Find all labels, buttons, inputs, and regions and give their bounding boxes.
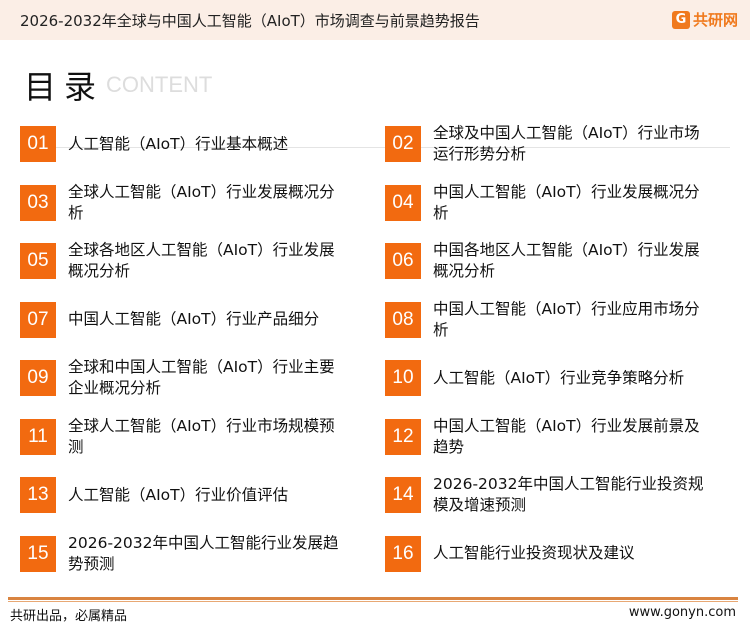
toc-item[interactable]: 15 2026-2032年中国人工智能行业发展趋势预测: [20, 534, 350, 574]
toc-item-number: 14: [385, 477, 421, 513]
toc-item-label: 全球和中国人工智能（AIoT）行业主要企业概况分析: [68, 358, 335, 397]
footer-line: [8, 597, 738, 600]
toc-item-label: 全球人工智能（AIoT）行业发展概况分析: [68, 182, 335, 222]
divider: [20, 147, 730, 148]
toc-item-number: 08: [385, 301, 421, 338]
toc-item-label: 中国人工智能（AIoT）行业产品细分: [68, 310, 320, 328]
toc-item-number: 10: [385, 360, 421, 396]
toc-item-label: 全球人工智能（AIoT）行业市场规模预测: [68, 416, 335, 456]
logo: G 共研网: [671, 9, 738, 30]
toc-item-number: 01: [20, 126, 56, 162]
header-bar: 2026-2032年全球与中国人工智能（AIoT）市场调查与前景趋势报告 G 共…: [0, 0, 750, 40]
toc-item[interactable]: 02 全球及中国人工智能（AIoT）行业市场运行形势分析: [385, 124, 715, 164]
footer-slogan: 共研出品，必属精品: [10, 609, 128, 624]
toc-item-label: 中国人工智能（AIoT）行业发展前景及趋势: [433, 416, 700, 456]
toc-item[interactable]: 13 人工智能（AIoT）行业价值评估: [20, 475, 350, 515]
toc-item-label: 中国人工智能（AIoT）行业应用市场分析: [433, 299, 700, 339]
toc-item-label: 中国人工智能（AIoT）行业发展概况分析: [433, 182, 700, 222]
toc-subtitle: CONTENT: [106, 72, 213, 97]
logo-text: 共研网: [692, 11, 738, 29]
toc-item[interactable]: 08 中国人工智能（AIoT）行业应用市场分析: [385, 300, 715, 340]
toc-item[interactable]: 14 2026-2032年中国人工智能行业投资规模及增速预测: [385, 475, 715, 515]
toc-item[interactable]: 12 中国人工智能（AIoT）行业发展前景及趋势: [385, 417, 715, 457]
toc-item-number: 15: [20, 535, 56, 572]
footer-url[interactable]: www.gonyn.com: [628, 605, 736, 620]
toc-item-number: 04: [385, 184, 421, 221]
footer-line-thin: [8, 601, 738, 602]
toc-item-label: 全球及中国人工智能（AIoT）行业市场运行形势分析: [433, 124, 700, 163]
toc-item[interactable]: 06 中国各地区人工智能（AIoT）行业发展概况分析: [385, 241, 715, 281]
toc-item-number: 09: [20, 360, 56, 396]
toc-item-number: 13: [20, 477, 56, 513]
logo-icon: G: [671, 10, 690, 29]
toc-item-number: 02: [385, 126, 421, 162]
toc-item-label: 2026-2032年中国人工智能行业投资规模及增速预测: [433, 475, 704, 514]
report-title: 2026-2032年全球与中国人工智能（AIoT）市场调查与前景趋势报告: [20, 12, 480, 30]
toc-item-label: 人工智能（AIoT）行业基本概述: [68, 134, 289, 153]
toc-item-number: 12: [385, 418, 421, 455]
toc-item[interactable]: 01 人工智能（AIoT）行业基本概述: [20, 124, 350, 164]
toc-item-label: 2026-2032年中国人工智能行业发展趋势预测: [68, 533, 339, 573]
toc-item-number: 16: [385, 535, 421, 572]
toc-item[interactable]: 04 中国人工智能（AIoT）行业发展概况分析: [385, 183, 715, 223]
toc-item[interactable]: 07 中国人工智能（AIoT）行业产品细分: [20, 300, 350, 340]
toc-item-number: 05: [20, 243, 56, 279]
toc-item[interactable]: 11 全球人工智能（AIoT）行业市场规模预测: [20, 417, 350, 457]
toc-item[interactable]: 03 全球人工智能（AIoT）行业发展概况分析: [20, 183, 350, 223]
toc-item-label: 全球各地区人工智能（AIoT）行业发展概况分析: [68, 241, 335, 280]
toc-item[interactable]: 10 人工智能（AIoT）行业竞争策略分析: [385, 358, 715, 398]
toc-item[interactable]: 05 全球各地区人工智能（AIoT）行业发展概况分析: [20, 241, 350, 281]
toc-item-number: 11: [20, 418, 56, 455]
toc-item-number: 06: [385, 243, 421, 279]
toc-item-label: 人工智能（AIoT）行业竞争策略分析: [433, 368, 685, 387]
toc-item[interactable]: 09 全球和中国人工智能（AIoT）行业主要企业概况分析: [20, 358, 350, 398]
toc-item-label: 中国各地区人工智能（AIoT）行业发展概况分析: [433, 241, 700, 280]
toc-item[interactable]: 16 人工智能行业投资现状及建议: [385, 534, 715, 574]
toc-item-label: 人工智能（AIoT）行业价值评估: [68, 485, 289, 504]
toc-item-number: 07: [20, 301, 56, 338]
toc-item-label: 人工智能行业投资现状及建议: [433, 544, 635, 562]
toc-item-number: 03: [20, 184, 56, 221]
toc-title: 目录: [24, 68, 105, 106]
